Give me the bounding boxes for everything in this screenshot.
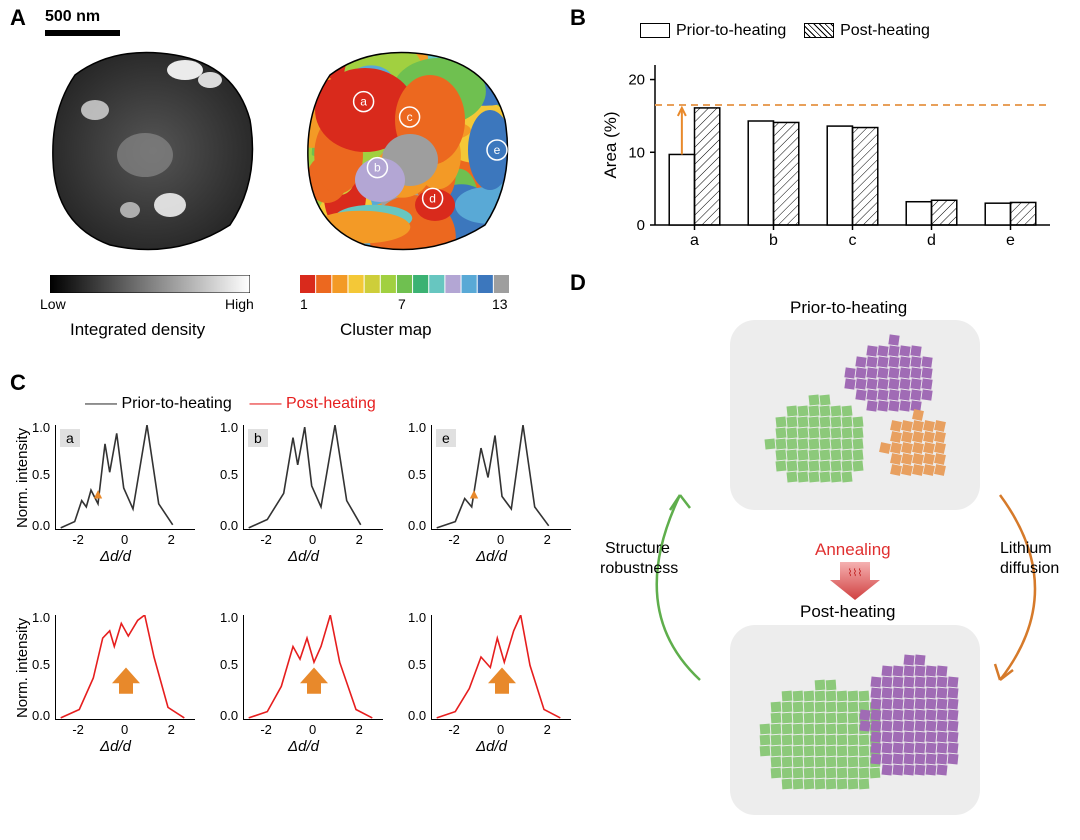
panelc-plots: a1.00.50.0-202Δd/dNorm. intensityb1.00.5…	[20, 420, 580, 820]
svg-text:a: a	[360, 95, 367, 109]
scale-bar	[45, 30, 120, 36]
panelc-legend-post: Post-heating	[286, 395, 376, 412]
paneld-title-bot: Post-heating	[800, 602, 895, 622]
paneld-left-text2: robustness	[600, 560, 678, 578]
svg-text:⌇⌇⌇: ⌇⌇⌇	[848, 568, 863, 579]
panelc-plot-1-0: 1.00.50.0-202Δd/dNorm. intensity	[20, 610, 200, 750]
svg-text:20: 20	[628, 72, 645, 89]
cluster-tick-13: 13	[492, 296, 508, 312]
panelc-plot-0-2: e1.00.50.0-202Δd/d	[396, 420, 576, 560]
svg-text:Area (%): Area (%)	[601, 111, 620, 178]
svg-text:d: d	[927, 232, 936, 249]
paneld-right-text1: Lithium	[1000, 540, 1052, 558]
cluster-colorbar	[300, 275, 510, 293]
legend-prior-text: Prior-to-heating	[676, 22, 786, 39]
panel-label-a: A	[10, 5, 26, 31]
svg-text:d: d	[429, 191, 436, 205]
density-low-label: Low	[40, 296, 66, 312]
density-colorbar	[50, 275, 250, 293]
svg-text:b: b	[374, 161, 381, 175]
panelb-chart: 0 10 20 Area (%) a b c d e	[600, 55, 1060, 255]
cluster-tick-1: 1	[300, 296, 308, 312]
scale-bar-text: 500 nm	[45, 8, 100, 26]
panel-label-c: C	[10, 370, 26, 396]
paneld-left-arrow	[610, 480, 730, 700]
legend-swatch-prior	[640, 23, 670, 38]
density-caption: Integrated density	[70, 320, 205, 340]
panelc-legend: —— Prior-to-heating —— Post-heating	[85, 395, 376, 413]
svg-text:10: 10	[628, 144, 645, 161]
panelc-plot-1-1: 1.00.50.0-202Δd/d	[208, 610, 388, 750]
svg-text:c: c	[849, 232, 857, 249]
paneld-diagram-bot	[730, 625, 980, 815]
paneld-anneal-arrow: ⌇⌇⌇	[830, 562, 880, 602]
cluster-tick-7: 7	[398, 296, 406, 312]
panelc-plot-0-1: b1.00.50.0-202Δd/d	[208, 420, 388, 560]
panel-label-b: B	[570, 5, 586, 31]
panelc-plot-0-0: a1.00.50.0-202Δd/dNorm. intensity	[20, 420, 200, 560]
legend-swatch-post	[804, 23, 834, 38]
density-map	[35, 40, 265, 260]
paneld-title-top: Prior-to-heating	[790, 298, 907, 318]
panelb-legend: Prior-to-heating Post-heating	[640, 22, 930, 40]
paneld-diagram-top	[730, 320, 980, 510]
paneld-left-text1: Structure	[605, 540, 670, 558]
svg-text:b: b	[769, 232, 778, 249]
paneld-right-text2: diffusion	[1000, 560, 1059, 578]
svg-text:c: c	[407, 110, 413, 124]
density-high-label: High	[225, 296, 254, 312]
svg-text:a: a	[690, 232, 699, 249]
legend-post-text: Post-heating	[840, 22, 930, 39]
svg-text:e: e	[494, 143, 501, 157]
svg-text:0: 0	[637, 217, 645, 234]
svg-text:e: e	[1006, 232, 1015, 249]
panelc-plot-1-2: 1.00.50.0-202Δd/d	[396, 610, 576, 750]
panel-label-d: D	[570, 270, 586, 296]
cluster-caption: Cluster map	[340, 320, 432, 340]
paneld-annealing: Annealing	[815, 540, 891, 560]
panelc-legend-prior: Prior-to-heating	[121, 395, 231, 412]
cluster-map: a b c d e	[290, 40, 520, 260]
paneld-right-arrow	[975, 480, 1075, 700]
